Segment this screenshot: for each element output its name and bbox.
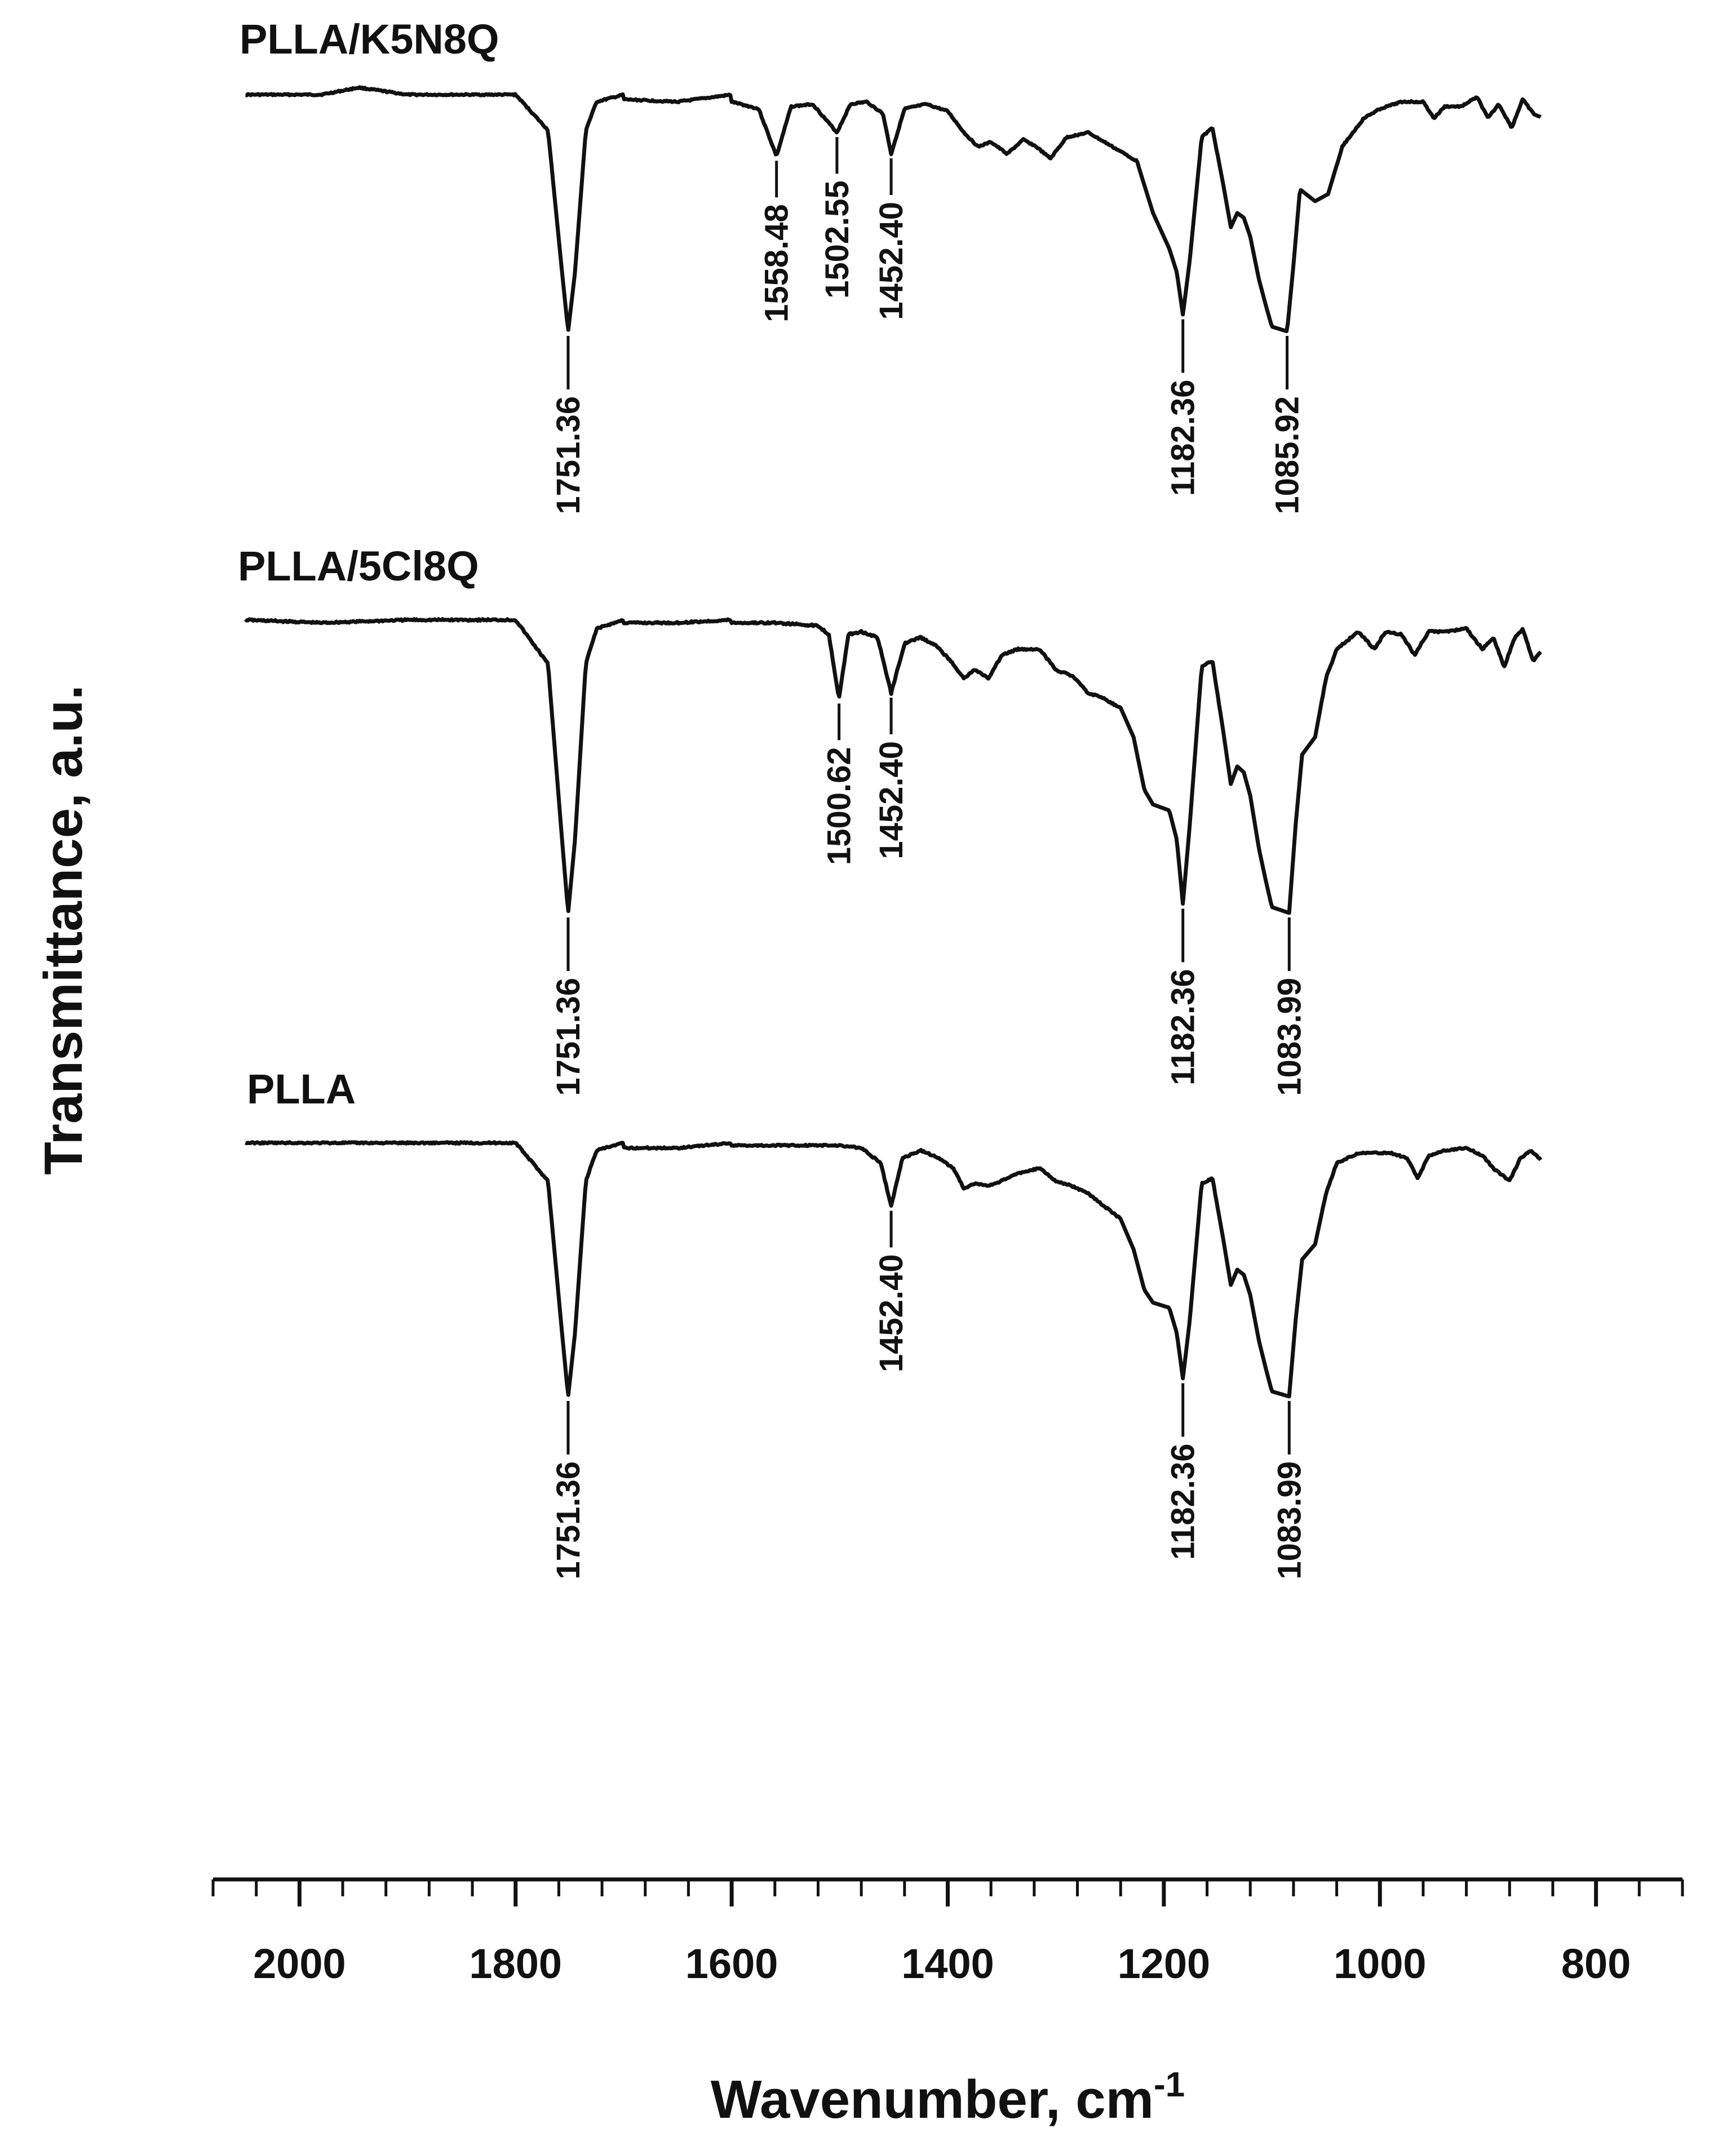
series-label: PLLA — [247, 1066, 356, 1112]
y-axis-title: Transmittance, a.u. — [33, 685, 94, 1175]
annotation-label: 1751.36 — [550, 978, 587, 1096]
annotation-label: 1452.40 — [873, 741, 910, 859]
x-axis: 2000 1800 1600 1400 1200 1000 800 — [211, 1877, 1684, 1987]
series-label: PLLA/K5N8Q — [240, 16, 499, 63]
x-tick-label: 1200 — [1118, 1940, 1211, 1987]
annotation-label: 1751.36 — [550, 396, 587, 515]
spectra-group — [244, 85, 1543, 1399]
spectrum-line — [244, 1140, 1543, 1399]
annotation-label: 1500.62 — [821, 747, 858, 865]
x-tick-label: 1400 — [901, 1940, 994, 1987]
band-annotation: 1502.55 — [819, 137, 856, 299]
x-tick-label: 1800 — [469, 1940, 562, 1987]
annotation-label: 1452.40 — [873, 202, 910, 320]
band-annotation: 1751.36 — [550, 1401, 587, 1580]
x-axis-title: Wavenumber, cm-1 — [711, 2065, 1185, 2130]
x-tick-label: 2000 — [253, 1940, 346, 1987]
annotation-label: 1452.40 — [873, 1254, 910, 1373]
band-annotation: 1182.36 — [1165, 908, 1202, 1085]
annotation-label: 1083.99 — [1271, 1461, 1308, 1580]
band-annotations: 1751.36 1558.48 1502.55 1452.40 1182.36 1085.… — [550, 137, 1308, 1580]
x-tick-label: 800 — [1561, 1940, 1631, 1987]
x-tick-label: 1600 — [685, 1940, 778, 1987]
x-tick-label: 1000 — [1334, 1940, 1427, 1987]
annotation-label: 1502.55 — [819, 180, 856, 299]
annotation-label: 1751.36 — [550, 1461, 587, 1580]
annotation-label: 1558.48 — [759, 204, 795, 322]
band-annotation: 1452.40 — [873, 1210, 910, 1373]
band-annotation: 1751.36 — [550, 336, 587, 515]
band-annotation: 1558.48 — [759, 161, 795, 322]
spectrum-line — [244, 617, 1543, 915]
band-annotation: 1182.36 — [1165, 1383, 1202, 1560]
band-annotation: 1182.36 — [1165, 319, 1202, 496]
band-annotation: 1083.99 — [1271, 1401, 1308, 1580]
band-annotation: 1452.40 — [873, 158, 910, 320]
band-annotation: 1751.36 — [550, 917, 587, 1096]
annotation-label: 1085.92 — [1269, 396, 1306, 515]
annotation-label: 1182.36 — [1165, 1444, 1202, 1560]
x-axis-title-text: Wavenumber, cm — [711, 2069, 1154, 2130]
band-annotation: 1500.62 — [821, 703, 858, 865]
spectrum-line — [245, 85, 1542, 334]
series-label: PLLA/5Cl8Q — [238, 543, 479, 589]
band-annotation: 1083.99 — [1271, 917, 1308, 1096]
annotation-label: 1182.36 — [1165, 380, 1202, 496]
series-labels: PLLA/K5N8Q PLLA/5Cl8Q PLLA — [238, 16, 499, 1112]
band-annotation: 1085.92 — [1269, 336, 1306, 515]
annotation-label: 1083.99 — [1271, 978, 1308, 1096]
x-axis-title-superscript: -1 — [1154, 2065, 1185, 2104]
annotation-label: 1182.36 — [1165, 969, 1202, 1085]
band-annotation: 1452.40 — [873, 698, 910, 859]
